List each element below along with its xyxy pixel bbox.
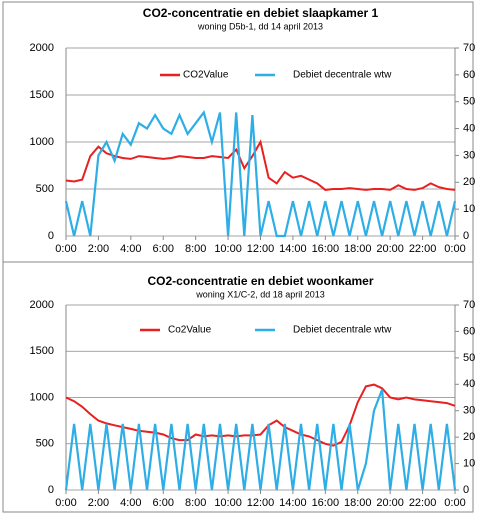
chart-title: CO2-concentratie en debiet slaapkamer 1: [143, 6, 379, 20]
y-tick-label: 1500: [30, 345, 54, 357]
x-tick-label: 10:00: [214, 243, 242, 255]
x-tick-label: 16:00: [312, 497, 340, 509]
x-tick-label: 22:00: [409, 243, 437, 255]
x-tick-label: 18:00: [344, 497, 372, 509]
x-tick-label: 6:00: [153, 243, 174, 255]
panel: [2, 261, 474, 513]
x-tick-label: 20:00: [376, 497, 404, 509]
x-tick-label: 4:00: [120, 243, 141, 255]
series-line: [64, 389, 457, 491]
series-line: [65, 139, 456, 191]
x-tick-label: 14:00: [279, 243, 307, 255]
x-tick-label: 0:00: [444, 243, 465, 255]
y2-tick-label: 20: [463, 176, 475, 188]
y2-tick-label: 50: [463, 96, 475, 108]
chart-title: CO2-concentratie en debiet woonkamer: [147, 274, 373, 288]
y-tick-label: 0: [48, 230, 54, 242]
y2-tick-label: 30: [463, 405, 475, 417]
x-tick-label: 0:00: [55, 243, 76, 255]
x-tick-label: 6:00: [153, 497, 174, 509]
x-tick-label: 22:00: [409, 497, 437, 509]
x-tick-label: 4:00: [120, 497, 141, 509]
y-tick-label: 1000: [30, 391, 54, 403]
series-line: [64, 110, 457, 238]
chart-subtitle: woning X1/C-2, dd 18 april 2013: [195, 289, 325, 299]
y-tick-label: 2000: [30, 42, 54, 54]
y2-tick-label: 0: [463, 484, 469, 496]
y2-tick-label: 60: [463, 325, 475, 337]
legend-label: Debiet decentrale wtw: [293, 70, 392, 81]
y-tick-label: 1500: [30, 89, 54, 101]
y-tick-label: 0: [48, 484, 54, 496]
y-tick-label: 2000: [30, 299, 54, 311]
legend-label: CO2Value: [183, 70, 229, 81]
series-line: [65, 383, 456, 447]
x-tick-label: 10:00: [214, 497, 242, 509]
y2-tick-label: 40: [463, 378, 475, 390]
chart-subtitle: woning D5b-1, dd 14 april 2013: [197, 21, 323, 31]
y2-tick-label: 10: [463, 203, 475, 215]
y-tick-label: 1000: [30, 136, 54, 148]
x-tick-label: 2:00: [88, 497, 109, 509]
x-tick-label: 12:00: [247, 243, 275, 255]
y2-tick-label: 50: [463, 352, 475, 364]
y2-tick-label: 40: [463, 122, 475, 134]
y2-tick-label: 70: [463, 42, 475, 54]
x-tick-label: 8:00: [185, 243, 206, 255]
x-tick-label: 8:00: [185, 497, 206, 509]
legend-label: Debiet decentrale wtw: [293, 325, 392, 336]
y2-tick-label: 70: [463, 299, 475, 311]
y2-tick-label: 10: [463, 457, 475, 469]
x-tick-label: 0:00: [444, 497, 465, 509]
x-tick-label: 16:00: [312, 243, 340, 255]
y2-tick-label: 20: [463, 431, 475, 443]
x-tick-label: 18:00: [344, 243, 372, 255]
x-tick-label: 14:00: [279, 497, 307, 509]
x-tick-label: 2:00: [88, 243, 109, 255]
y2-tick-label: 30: [463, 149, 475, 161]
x-tick-label: 20:00: [376, 243, 404, 255]
y2-tick-label: 60: [463, 69, 475, 81]
y-tick-label: 500: [36, 183, 54, 195]
legend-label: Co2Value: [168, 325, 212, 336]
y2-tick-label: 0: [463, 230, 469, 242]
x-tick-label: 0:00: [55, 497, 76, 509]
x-tick-label: 12:00: [247, 497, 275, 509]
y-tick-label: 500: [36, 438, 54, 450]
